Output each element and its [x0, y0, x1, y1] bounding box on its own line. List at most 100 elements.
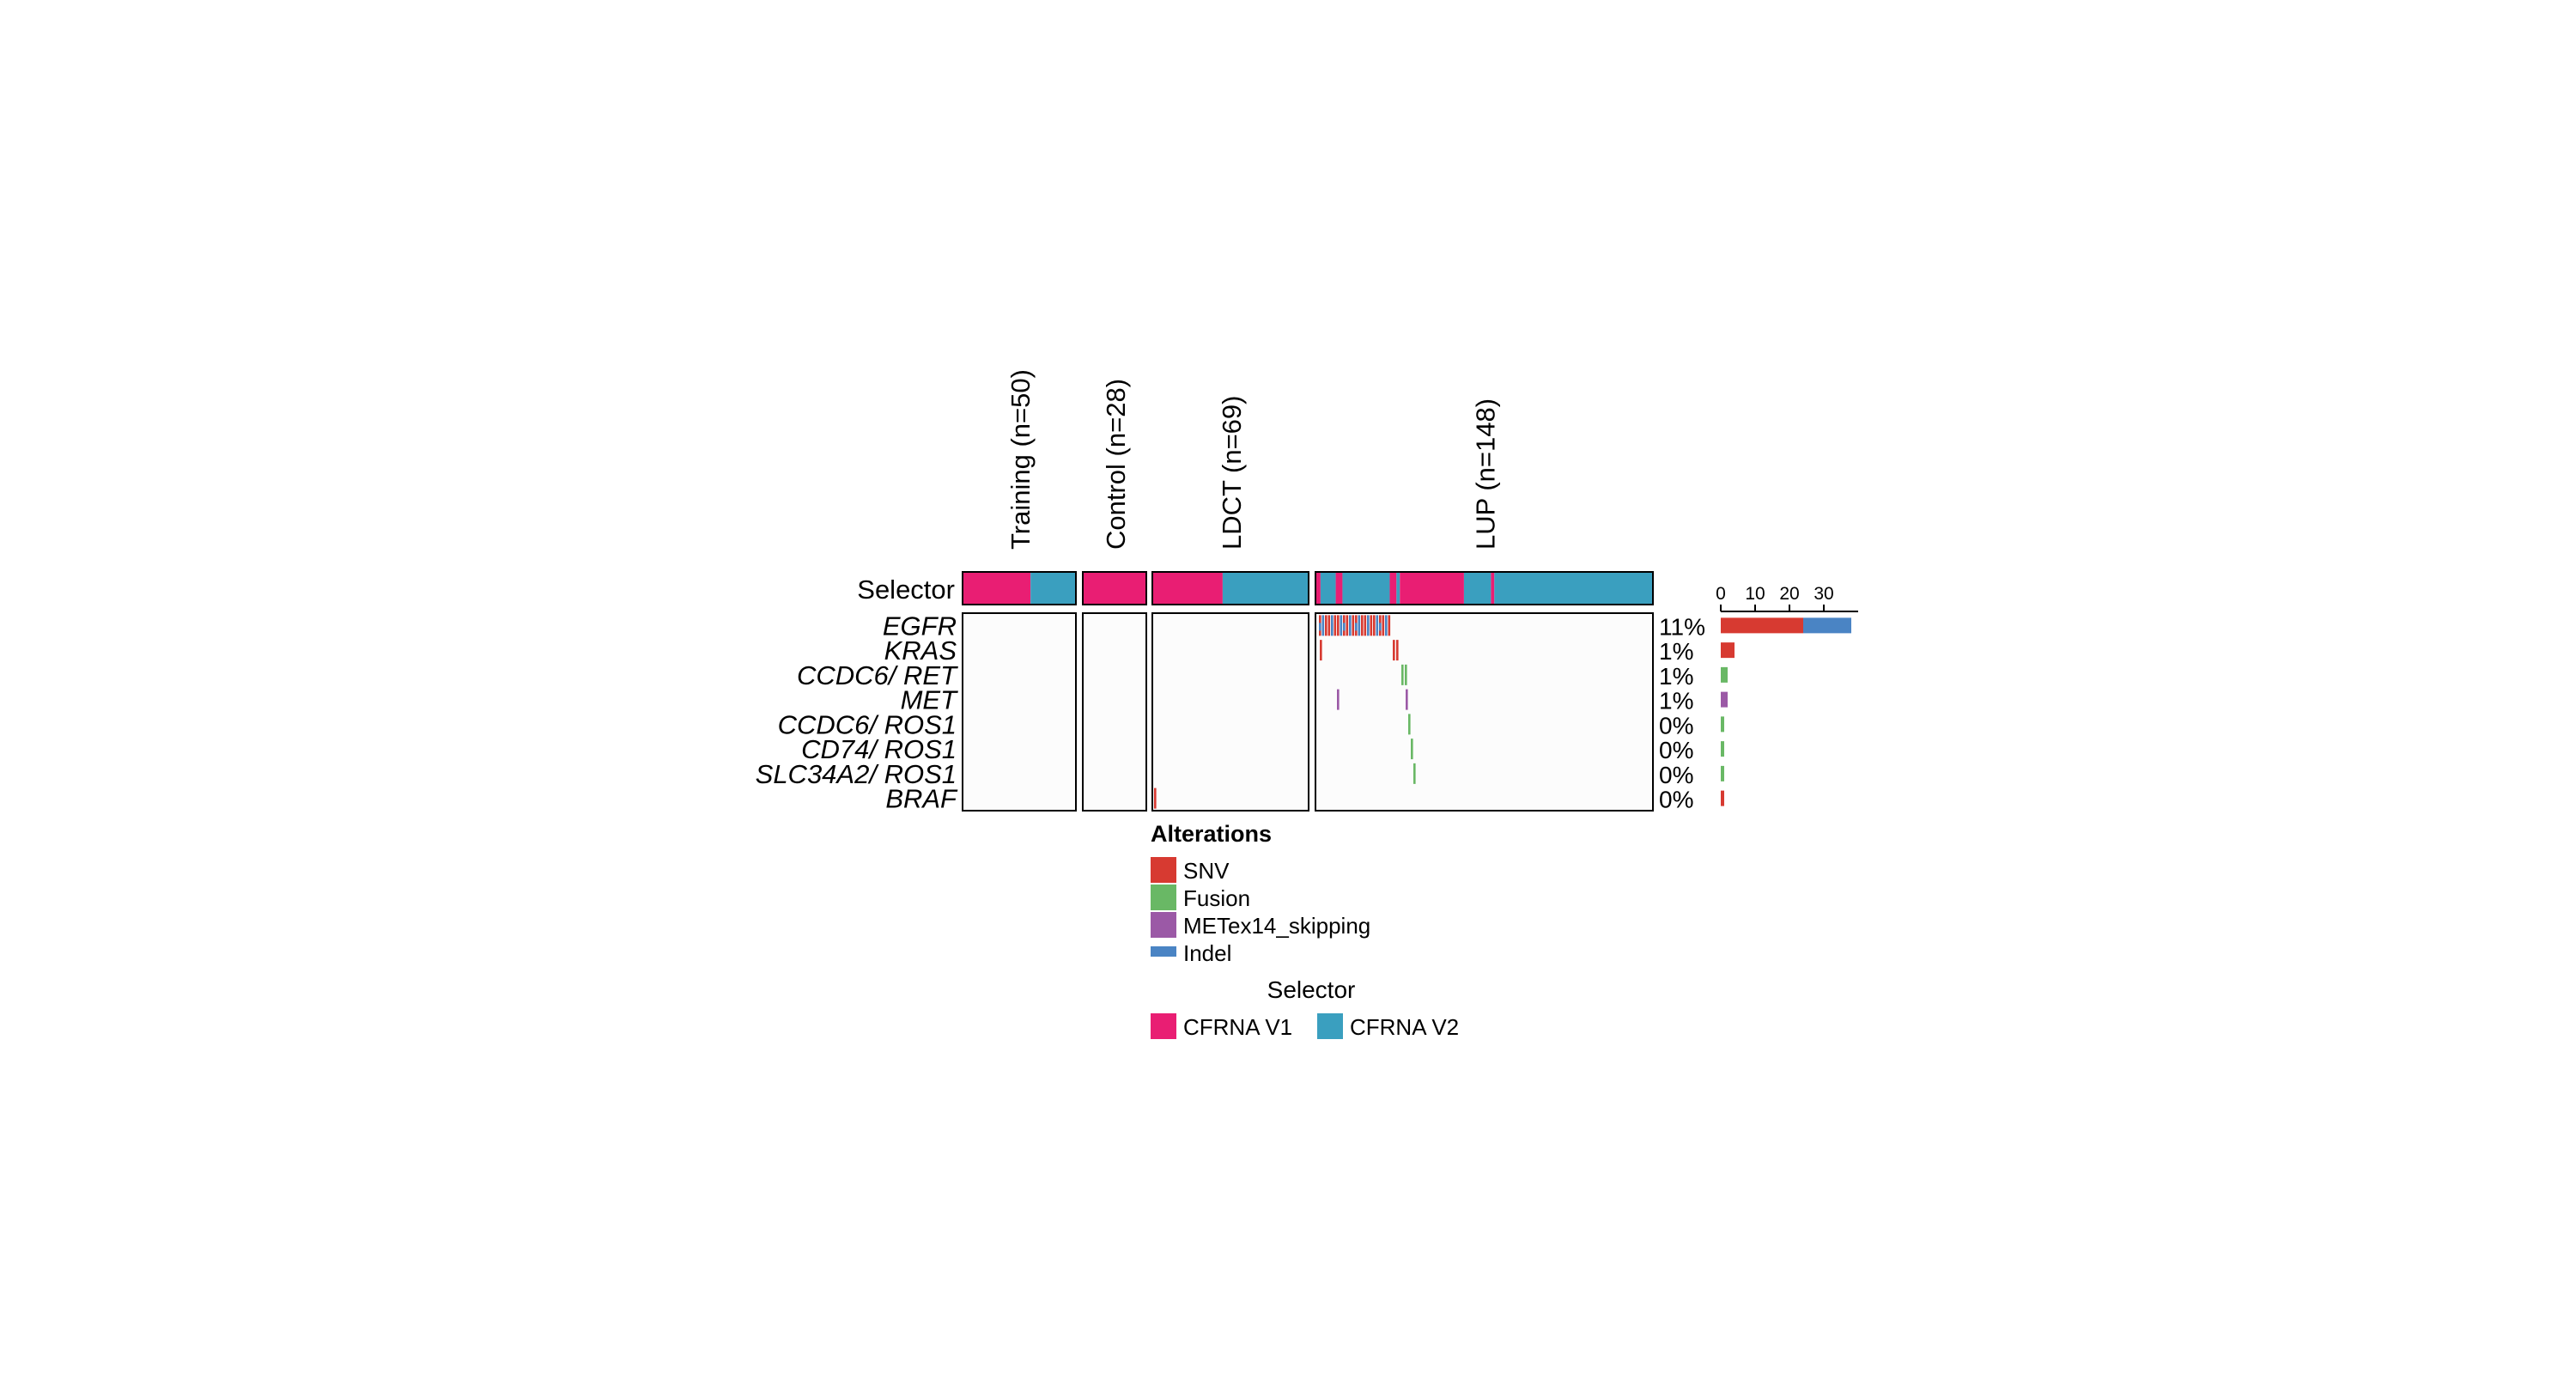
selector-segment [963, 572, 1031, 605]
egfr-indel-mark [1367, 623, 1370, 631]
legend-label-fusion: Fusion [1183, 885, 1250, 911]
gene-percent-label: 1% [1659, 638, 1693, 665]
bar-segment-fusion [1721, 741, 1724, 757]
egfr-indel-mark [1331, 623, 1334, 631]
gene-label: SLC34A2/ ROS1 [756, 759, 957, 789]
selector-segment [1222, 572, 1309, 605]
oncoprint-panels [962, 612, 1654, 812]
legend-label-metex14: METex14_skipping [1183, 913, 1370, 939]
selector-segment [1083, 572, 1146, 605]
bar-axis-tick-label: 30 [1814, 584, 1833, 604]
selector-row: Selector [857, 571, 1654, 605]
egfr-indel-mark [1319, 623, 1321, 631]
selector-segment [1494, 572, 1653, 605]
legends: Alterations SNVFusionMETex14_skippingInde… [1151, 821, 1459, 1040]
selector-segment [1396, 572, 1400, 605]
legend-label-cfrna_v1: CFRNA V1 [1183, 1014, 1292, 1040]
selector-row-label: Selector [857, 575, 955, 605]
selector-segment [1389, 572, 1397, 605]
bar-segment-snv [1721, 642, 1735, 659]
gene-label: CCDC6/ RET [797, 660, 958, 690]
ret-fusion-mark [1401, 664, 1404, 685]
percent-labels: 11%1%1%1%0%0%0%0% [1659, 613, 1705, 812]
bar-axis-tick-label: 10 [1745, 584, 1765, 604]
gene-label: KRAS [884, 635, 957, 666]
egfr-indel-mark [1321, 615, 1325, 636]
egfr-indel-mark [1355, 623, 1358, 631]
selector-segment [1342, 572, 1390, 605]
selector-segment [1335, 572, 1343, 605]
gene-percent-label: 0% [1659, 787, 1693, 813]
egfr-snv-mark [1352, 615, 1355, 636]
egfr-indel-mark [1385, 615, 1388, 636]
cohort-titles: Training (n=50) Control (n=28) LDCT (n=69)… [1005, 369, 1501, 550]
egfr-indel-mark [1340, 615, 1343, 636]
egfr-snv-mark [1382, 615, 1385, 636]
gene-label: BRAF [885, 784, 958, 814]
ccdc6-ros1-fusion-mark [1408, 714, 1411, 735]
egfr-indel-mark [1349, 615, 1352, 636]
legend-swatch-indel [1151, 946, 1176, 957]
legend-swatch-metex14 [1151, 912, 1176, 938]
bar-axis-tick-label: 20 [1779, 584, 1799, 604]
alteration-count-barplot: 0 10 20 30 [1716, 584, 1858, 806]
legend-swatch-cfrna_v2 [1317, 1013, 1343, 1039]
selector-frame [1082, 571, 1147, 605]
egfr-snv-mark [1373, 615, 1376, 636]
oncoprint-panel [1315, 612, 1654, 812]
cohort-title: LDCT (n=69) [1217, 396, 1247, 550]
legend-label-indel: Indel [1183, 940, 1231, 966]
oncoprint-panel [1082, 612, 1147, 812]
legend-alterations-title: Alterations [1151, 821, 1272, 847]
gene-percent-label: 0% [1659, 737, 1693, 763]
egfr-indel-mark [1343, 623, 1346, 631]
gene-label: EGFR [883, 611, 957, 641]
egfr-snv-mark [1325, 615, 1327, 636]
cohort-title: Control (n=28) [1101, 379, 1131, 550]
gene-label: CD74/ ROS1 [801, 734, 957, 764]
egfr-snv-mark [1327, 615, 1331, 636]
selector-segment [1315, 572, 1321, 605]
cohort-title: Training (n=50) [1005, 369, 1036, 550]
braf-snv-mark [1154, 787, 1157, 809]
egfr-indel-mark [1358, 615, 1361, 636]
legend-label-cfrna_v2: CFRNA V2 [1350, 1014, 1459, 1040]
selector-segment [1030, 572, 1076, 605]
gene-percent-label: 1% [1659, 663, 1693, 690]
egfr-snv-mark [1361, 615, 1364, 636]
gene-label: MET [901, 685, 959, 715]
legend-label-snv: SNV [1183, 858, 1230, 884]
legend-swatch-cfrna_v1 [1151, 1013, 1176, 1039]
selector-segment [1320, 572, 1336, 605]
oncoprint-panel [962, 612, 1077, 812]
legend-swatch-fusion [1151, 885, 1176, 910]
egfr-indel-mark [1376, 615, 1379, 636]
egfr-snv-mark [1364, 615, 1367, 636]
gene-percent-label: 1% [1659, 688, 1693, 714]
kras-snv-mark [1396, 640, 1399, 661]
slc34a2-ros1-fusion-mark [1413, 763, 1416, 784]
egfr-snv-mark [1346, 615, 1349, 636]
bar-segment-fusion [1721, 666, 1728, 683]
selector-frame [1151, 571, 1309, 605]
selector-segment [1463, 572, 1492, 605]
gene-percent-label: 0% [1659, 762, 1693, 788]
gene-percent-label: 11% [1659, 613, 1705, 640]
selector-frame [1315, 571, 1654, 605]
ret-fusion-mark [1405, 664, 1407, 685]
bar-segment-fusion [1721, 716, 1724, 733]
gene-label: CCDC6/ ROS1 [778, 709, 957, 739]
bar-segment-snv [1721, 617, 1803, 634]
bar-segment-indel [1803, 617, 1851, 634]
egfr-indel-mark [1379, 623, 1382, 631]
egfr-snv-mark [1370, 615, 1373, 636]
cohort-title: LUP (n=148) [1471, 398, 1501, 550]
oncoprint-panel [1151, 612, 1309, 812]
cd74-ros1-fusion-mark [1411, 739, 1413, 760]
selector-frame [962, 571, 1077, 605]
kras-snv-mark [1393, 640, 1395, 661]
egfr-snv-mark [1388, 615, 1391, 636]
egfr-snv-mark [1337, 615, 1340, 636]
